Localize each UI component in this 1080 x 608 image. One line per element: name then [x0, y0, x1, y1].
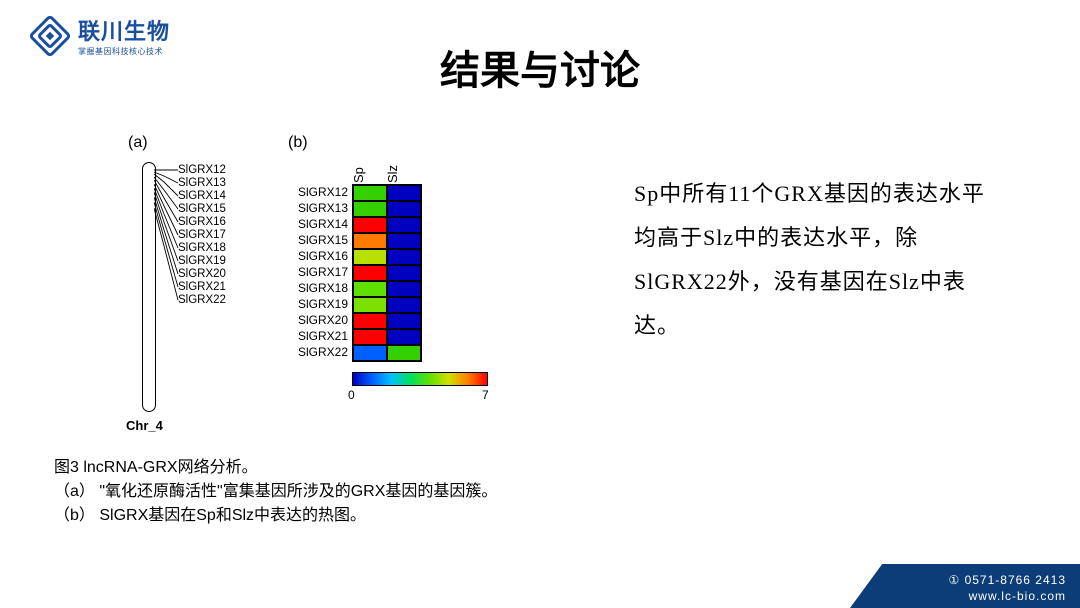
heatmap-cell — [387, 265, 421, 281]
heatmap-cell — [387, 281, 421, 297]
heatmap-row-label: SlGRX12 — [288, 184, 348, 200]
heatmap-col-header: Slz — [385, 149, 400, 183]
heatmap-row-label: SlGRX18 — [288, 280, 348, 296]
heatmap-row — [353, 329, 421, 345]
heatmap-row-label: SlGRX15 — [288, 232, 348, 248]
chromosome-label: Chr_4 — [126, 418, 163, 433]
heatmap-cell — [353, 185, 387, 201]
heatmap-cell — [353, 329, 387, 345]
footer-url: www.lc-bio.com — [948, 588, 1066, 604]
heatmap-col-header: Sp — [351, 149, 366, 183]
heatmap-row — [353, 249, 421, 265]
gene-label: SlGRX13 — [178, 177, 226, 190]
heatmap-row — [353, 313, 421, 329]
heatmap-cell — [387, 313, 421, 329]
heatmap-row-label: SlGRX22 — [288, 344, 348, 360]
heatmap-colorbar — [352, 372, 488, 386]
gene-label: SlGRX14 — [178, 190, 226, 203]
heatmap-grid — [352, 184, 422, 362]
panel-a-gene-labels: SlGRX12SlGRX13SlGRX14SlGRX15SlGRX16SlGRX… — [178, 164, 226, 307]
gene-label: SlGRX21 — [178, 281, 226, 294]
heatmap-row — [353, 297, 421, 313]
heatmap-row-label: SlGRX14 — [288, 216, 348, 232]
heatmap-row — [353, 201, 421, 217]
heatmap-row — [353, 217, 421, 233]
gene-label: SlGRX15 — [178, 203, 226, 216]
heatmap-row-labels: SlGRX12SlGRX13SlGRX14SlGRX15SlGRX16SlGRX… — [288, 184, 348, 360]
heatmap-row-label: SlGRX19 — [288, 296, 348, 312]
heatmap-row — [353, 185, 421, 201]
heatmap-cell — [353, 265, 387, 281]
heatmap-cell — [387, 217, 421, 233]
heatmap-cell — [387, 201, 421, 217]
footer-phone: ① 0571-8766 2413 — [948, 572, 1066, 588]
figure-caption: 图3 lncRNA-GRX网络分析。 （a） "氧化还原酶活性"富集基因所涉及的… — [54, 456, 497, 528]
footer-contact: ① 0571-8766 2413 www.lc-bio.com — [850, 564, 1080, 608]
caption-b: （b） SlGRX基因在Sp和Slz中表达的热图。 — [54, 504, 497, 528]
gene-label: SlGRX22 — [178, 294, 226, 307]
gene-label: SlGRX18 — [178, 242, 226, 255]
heatmap-row-label: SlGRX17 — [288, 264, 348, 280]
heatmap-cell — [387, 297, 421, 313]
caption-a: （a） "氧化还原酶活性"富集基因所涉及的GRX基因的基因簇。 — [54, 480, 497, 504]
heatmap-cell — [387, 329, 421, 345]
gene-label: SlGRX20 — [178, 268, 226, 281]
colorbar-min: 0 — [348, 388, 355, 402]
caption-title: 图3 lncRNA-GRX网络分析。 — [54, 456, 497, 480]
gene-label: SlGRX17 — [178, 229, 226, 242]
panel-b-label: (b) — [288, 134, 308, 152]
colorbar-max: 7 — [482, 388, 489, 402]
page-title: 结果与讨论 — [0, 38, 1080, 96]
heatmap-row-label: SlGRX20 — [288, 312, 348, 328]
heatmap-row-label: SlGRX16 — [288, 248, 348, 264]
heatmap-cell — [353, 297, 387, 313]
heatmap-cell — [353, 217, 387, 233]
heatmap-cell — [353, 201, 387, 217]
heatmap-row — [353, 233, 421, 249]
gene-label: SlGRX19 — [178, 255, 226, 268]
heatmap-cell — [387, 345, 421, 361]
heatmap-cell — [387, 185, 421, 201]
heatmap-row — [353, 345, 421, 361]
heatmap-cell — [353, 233, 387, 249]
heatmap-cell — [353, 249, 387, 265]
heatmap-cell — [353, 345, 387, 361]
gene-leader-lines — [154, 164, 180, 324]
heatmap-cell — [387, 249, 421, 265]
gene-label: SlGRX16 — [178, 216, 226, 229]
heatmap-row-label: SlGRX13 — [288, 200, 348, 216]
heatmap-cell — [387, 233, 421, 249]
heatmap-row-label: SlGRX21 — [288, 328, 348, 344]
heatmap-cell — [353, 281, 387, 297]
heatmap-column-headers: SpSlz — [352, 154, 420, 169]
heatmap-row — [353, 265, 421, 281]
heatmap-cell — [353, 313, 387, 329]
heatmap-row — [353, 281, 421, 297]
gene-label: SlGRX12 — [178, 164, 226, 177]
figure-3: (a) (b) Chr_4 SlGRX12SlGRX13SlGRX14SlGRX… — [118, 138, 518, 438]
results-paragraph: Sp中所有11个GRX基因的表达水平均高于Slz中的表达水平，除SlGRX22外… — [634, 172, 994, 348]
panel-a-label: (a) — [128, 134, 148, 152]
